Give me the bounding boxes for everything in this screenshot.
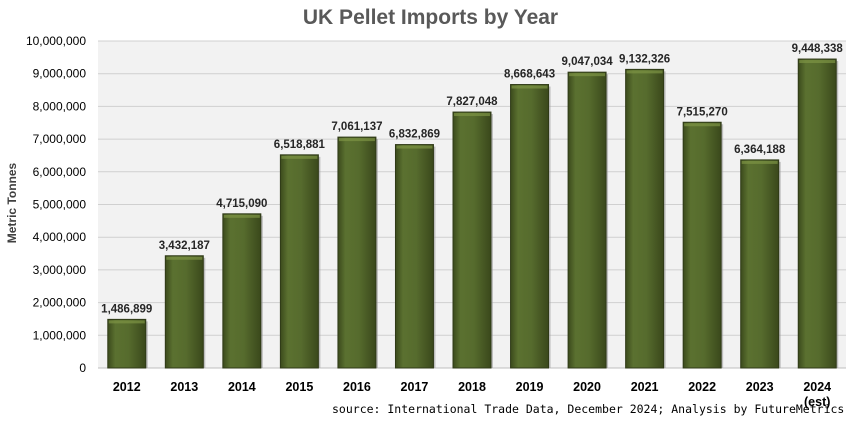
y-tick-label: 5,000,000 <box>33 198 87 212</box>
bar-2020 <box>567 71 607 369</box>
bar-bevel <box>741 160 778 164</box>
bar-2022 <box>682 121 722 369</box>
bar-bevel <box>626 70 663 74</box>
y-tick-label: 0 <box>79 361 86 375</box>
x-tick-label: 2019 <box>516 380 544 394</box>
y-tick-label: 3,000,000 <box>33 263 87 277</box>
x-tick-label: 2013 <box>170 380 198 394</box>
y-tick-label: 4,000,000 <box>33 230 87 244</box>
bar-bevel <box>396 145 433 149</box>
x-tick-labels: 2012 2013 2014 2015 2016 2017 2018 2019 2020 2021… <box>113 380 831 409</box>
data-label: 9,047,034 <box>561 56 613 68</box>
data-label: 7,827,048 <box>446 96 498 108</box>
x-tick-label: 2023 <box>746 380 774 394</box>
data-label: 9,132,326 <box>619 53 670 65</box>
x-tick-label: 2020 <box>573 380 601 394</box>
x-tick-label: 2014 <box>228 380 256 394</box>
bar-bevel <box>108 320 145 324</box>
source-note: source: International Trade Data, Decemb… <box>332 402 845 416</box>
bar-bevel <box>281 155 318 159</box>
bar-bevel <box>799 60 836 64</box>
data-label: 3,432,187 <box>159 240 210 252</box>
x-tick-label: 2015 <box>285 380 313 394</box>
y-tick-label: 1,000,000 <box>33 328 87 342</box>
bar-bevel <box>454 113 490 117</box>
data-label: 9,448,338 <box>792 43 844 55</box>
data-label: 6,832,869 <box>389 129 440 141</box>
bar-2023 <box>740 159 780 369</box>
bar-bevel <box>223 214 260 218</box>
y-tick-label: 6,000,000 <box>33 165 87 179</box>
x-tick-label: 2017 <box>401 380 429 394</box>
x-tick-sublabel: (est) <box>804 395 830 409</box>
bar-bevel <box>338 138 375 142</box>
x-tick-label: 2021 <box>631 380 659 394</box>
bar-2024 <box>797 58 837 369</box>
data-labels: 1,486,899 3,432,187 4,715,090 6,518,881 7,06… <box>101 43 843 315</box>
data-label: 7,515,270 <box>677 106 728 118</box>
y-tick-label: 2,000,000 <box>33 296 87 310</box>
bar-2016 <box>337 136 377 369</box>
data-label: 4,715,090 <box>216 198 267 210</box>
chart-title: UK Pellet Imports by Year <box>302 6 559 29</box>
bar-2014 <box>222 213 262 369</box>
bar-bevel <box>684 123 721 127</box>
x-tick-label: 2012 <box>113 380 141 394</box>
x-tick-label: 2022 <box>688 380 716 394</box>
y-tick-label: 8,000,000 <box>33 99 87 113</box>
bar-bevel <box>511 85 548 89</box>
y-tick-label: 10,000,000 <box>26 34 86 48</box>
x-tick-label: 2024 <box>803 380 831 394</box>
bar-2017 <box>394 144 434 369</box>
x-tick-label: 2018 <box>458 380 486 394</box>
data-label: 6,364,188 <box>734 144 786 156</box>
bars <box>107 58 839 369</box>
bar-bevel <box>569 73 606 77</box>
y-tick-label: 7,000,000 <box>33 132 87 146</box>
bar-2012 <box>107 318 147 369</box>
y-tick-label: 9,000,000 <box>33 67 87 81</box>
bar-2015 <box>279 154 319 369</box>
bar-bevel <box>166 256 203 260</box>
data-label: 1,486,899 <box>101 303 152 315</box>
data-label: 8,668,643 <box>504 69 555 81</box>
bar-2021 <box>625 68 665 369</box>
data-label: 7,061,137 <box>331 121 382 133</box>
bar-2013 <box>164 255 204 369</box>
x-tick-label: 2016 <box>343 380 371 394</box>
y-tick-labels: 0 1,000,000 2,000,000 3,000,000 4,000,000 5,0… <box>26 34 86 375</box>
bar-2019 <box>510 84 550 369</box>
data-label: 6,518,881 <box>274 139 326 151</box>
bar-2018 <box>452 111 492 369</box>
